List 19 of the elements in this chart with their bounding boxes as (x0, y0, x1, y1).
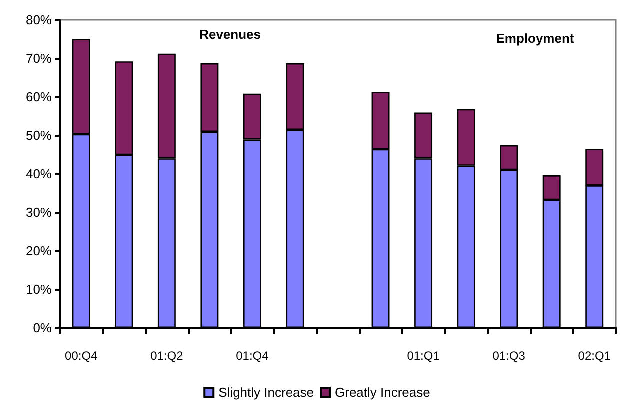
y-tick-label: 40% (26, 166, 52, 182)
annotation: Revenues (200, 27, 261, 42)
y-tick-label: 70% (26, 51, 52, 66)
y-tick-label: 30% (26, 205, 52, 220)
legend-label: Slightly Increase (218, 385, 314, 400)
y-tick-label: 50% (26, 128, 52, 143)
y-tick-label: 0% (33, 320, 52, 336)
x-tick-label: 00:Q4 (65, 349, 98, 363)
x-tick-label: 01:Q2 (150, 349, 184, 363)
y-tick-label: 60% (26, 90, 52, 104)
y-tick-label: 10% (26, 282, 52, 297)
x-tick-label: 01:Q1 (407, 349, 440, 363)
x-tick-label: 01:Q4 (236, 349, 270, 363)
annotation: Employment (496, 31, 575, 46)
x-tick-label: 01:Q3 (492, 349, 526, 363)
y-tick-label: 80% (26, 12, 52, 28)
y-tick-label: 20% (26, 244, 52, 258)
legend-label: Greatly Increase (335, 385, 430, 400)
x-tick-label: 02:Q1 (578, 349, 612, 363)
